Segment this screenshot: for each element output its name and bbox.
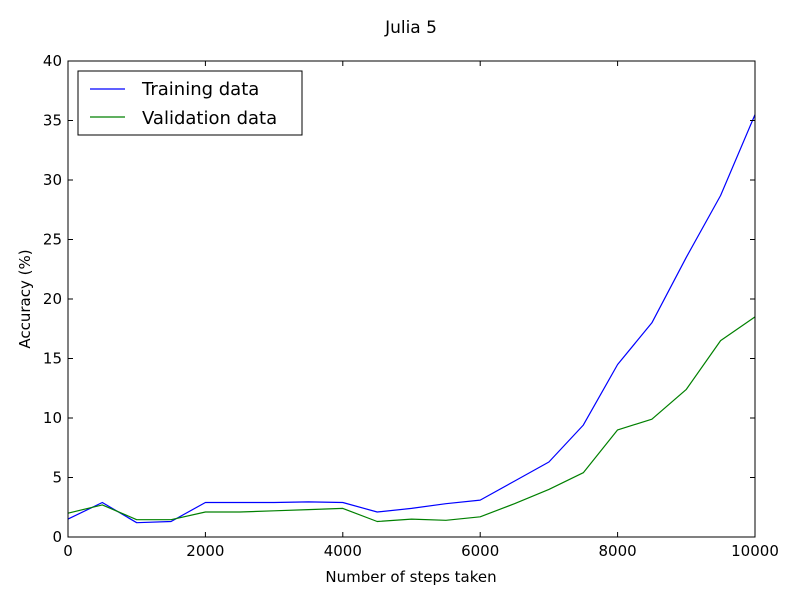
x-tick-label: 4000 [324,542,362,560]
y-tick-label: 0 [52,528,62,546]
x-tick-label: 10000 [731,542,779,560]
y-tick-label: 15 [43,350,62,368]
x-tick-label: 8000 [599,542,637,560]
plot-area [68,61,755,537]
legend-label-training: Training data [141,79,259,100]
legend-box [77,70,303,136]
training-data-line [67,114,756,524]
x-tick-label: 0 [63,542,73,560]
y-tick-label: 40 [43,52,62,70]
y-tick-label: 20 [43,290,62,308]
x-tick-label: 6000 [461,542,499,560]
legend-label-validation: Validation data [142,108,277,129]
x-tick-label: 2000 [186,542,224,560]
plot-frame [67,60,756,538]
y-axis-label: Accuracy (%) [16,249,34,348]
y-tick-label: 35 [43,112,62,130]
y-tick-label: 30 [43,171,62,189]
y-tick-label: 25 [43,231,62,249]
axis-ticks: 0 2000 4000 6000 8000 10000 0 5 10 15 20 25 30 35 40 [43,52,779,560]
chart-title: Julia 5 [384,18,437,38]
legend: Training data Validation data [77,70,303,136]
x-axis-label: Number of steps taken [325,568,496,586]
validation-data-line [67,316,756,523]
y-tick-label: 5 [52,469,62,487]
series-layer [67,114,756,524]
y-tick-label: 10 [43,409,62,427]
